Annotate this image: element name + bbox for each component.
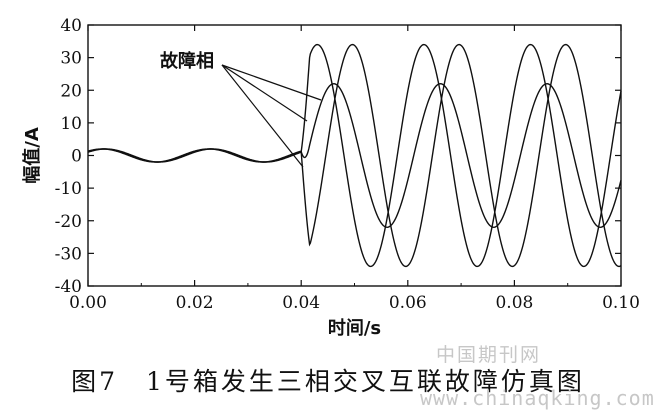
y-tick-label: 10 xyxy=(60,114,82,134)
annotation-arrow-2 xyxy=(221,64,308,122)
y-tick-label: 40 xyxy=(60,16,82,36)
series-line-3 xyxy=(87,43,622,268)
fault-annotation: 故障相 xyxy=(160,50,322,168)
watermark-site-name: 中国期刊网 xyxy=(436,344,542,366)
x-tick-label: 0.00 xyxy=(69,293,107,313)
y-tick-label: 30 xyxy=(60,49,82,69)
y-tick-label: -10 xyxy=(55,179,82,199)
x-axis-title: 时间/s xyxy=(328,318,381,339)
y-tick-label: -30 xyxy=(55,244,82,264)
x-tick-label: 0.08 xyxy=(495,293,533,313)
x-tick-label: 0.10 xyxy=(602,293,640,313)
figure-caption: 图7 1号箱发生三相交叉互联故障仿真图 xyxy=(71,367,585,396)
y-tick-label: -40 xyxy=(55,277,82,297)
annotation-label: 故障相 xyxy=(160,50,214,72)
y-tick-label: 0 xyxy=(71,147,82,167)
chart-series xyxy=(87,43,622,268)
y-axis-title: 幅值/A xyxy=(21,127,43,184)
series-line-2 xyxy=(87,43,622,268)
annotation-arrow-3 xyxy=(221,64,304,168)
y-tick-label: -20 xyxy=(55,212,82,232)
annotation-arrow-1 xyxy=(221,64,322,101)
series-line-1 xyxy=(87,83,622,228)
x-tick-label: 0.06 xyxy=(389,293,427,313)
y-tick-label: 20 xyxy=(60,81,82,101)
chart-axes: 0.00 0.02 0.04 0.06 0.08 0.10 40 30 20 10 0 -10 -20 -… xyxy=(21,16,640,339)
x-tick-label: 0.04 xyxy=(282,293,320,313)
x-tick-label: 0.02 xyxy=(176,293,214,313)
watermark-url: www.chinaqking.com xyxy=(420,386,655,410)
